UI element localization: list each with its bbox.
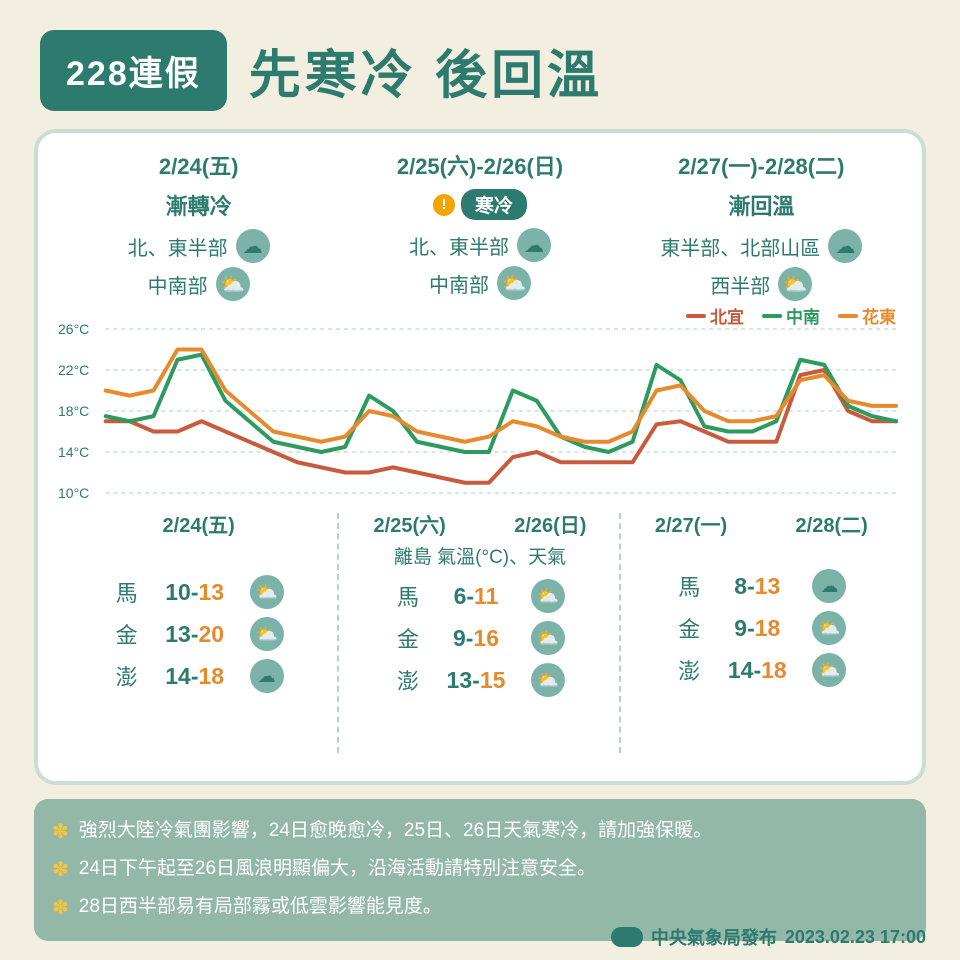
y-axis-tick: 10°C bbox=[58, 485, 89, 501]
weather-icon: ⛅ bbox=[812, 653, 846, 687]
forecast-columns: 2/24(五)漸轉冷北、東半部☁中南部⛅2/25(六)-2/26(日)!寒冷北、… bbox=[58, 149, 902, 305]
weather-icon: ☁ bbox=[517, 228, 551, 262]
region-row: 東半部、北部山區☁ bbox=[621, 229, 902, 263]
island-row: 澎14-18☁ bbox=[58, 659, 339, 693]
region-row: 中南部⛅ bbox=[339, 266, 620, 300]
main-title: 先寒冷 後回溫 bbox=[249, 33, 603, 108]
weather-icon: ☁ bbox=[236, 229, 270, 263]
warn-icon: ! bbox=[433, 194, 455, 216]
region-row: 中南部⛅ bbox=[58, 267, 339, 301]
weather-icon: ⛅ bbox=[531, 663, 565, 697]
weather-icon: ⛅ bbox=[812, 611, 846, 645]
weather-icon: ☁ bbox=[828, 229, 862, 263]
bullet-icon: ✽ bbox=[52, 889, 69, 927]
bullet-icon: ✽ bbox=[52, 813, 69, 851]
temperature-chart: 10°C14°C18°C22°C26°C bbox=[58, 325, 902, 497]
publisher: 中央氣象局發布 bbox=[651, 924, 777, 950]
footer: 中央氣象局發布 2023.02.23 17:00 bbox=[611, 924, 926, 950]
holiday-badge: 228連假 bbox=[40, 30, 227, 111]
island-row: 馬8-13☁ bbox=[621, 569, 902, 603]
note-row: ✽28日西半部易有局部霧或低雲影響能見度。 bbox=[52, 889, 908, 927]
weather-icon: ⛅ bbox=[531, 621, 565, 655]
weather-icon: ⛅ bbox=[250, 575, 284, 609]
cwb-logo-icon bbox=[611, 927, 643, 947]
island-date-range: 2/27(一)2/28(二) bbox=[621, 509, 902, 538]
region-row: 西半部⛅ bbox=[621, 267, 902, 301]
island-date-range: 2/25(六)2/26(日) bbox=[339, 509, 620, 538]
weather-notes: ✽強烈大陸冷氣團影響，24日愈晚愈冷，25日、26日天氣寒冷，請加強保暖。✽24… bbox=[34, 799, 926, 941]
header: 228連假 先寒冷 後回溫 bbox=[0, 0, 960, 129]
weather-icon: ☁ bbox=[812, 569, 846, 603]
region-row: 北、東半部☁ bbox=[339, 228, 620, 262]
condition: 漸轉冷 bbox=[166, 189, 232, 221]
forecast-panel: 2/24(五)漸轉冷北、東半部☁中南部⛅2/25(六)-2/26(日)!寒冷北、… bbox=[34, 129, 926, 785]
y-axis-tick: 26°C bbox=[58, 321, 89, 337]
note-row: ✽強烈大陸冷氣團影響，24日愈晚愈冷，25日、26日天氣寒冷，請加強保暖。 bbox=[52, 813, 908, 851]
weather-icon: ⛅ bbox=[497, 266, 531, 300]
weather-icon: ⛅ bbox=[250, 617, 284, 651]
region-row: 北、東半部☁ bbox=[58, 229, 339, 263]
island-section-title: 離島 氣溫(°C)、天氣 bbox=[339, 542, 620, 569]
weather-icon: ⛅ bbox=[531, 579, 565, 613]
island-row: 馬6-11⛅ bbox=[339, 579, 620, 613]
forecast-date: 2/25(六)-2/26(日) bbox=[339, 149, 620, 181]
y-axis-tick: 22°C bbox=[58, 362, 89, 378]
weather-icon: ⛅ bbox=[216, 267, 250, 301]
island-row: 澎14-18⛅ bbox=[621, 653, 902, 687]
y-axis-tick: 14°C bbox=[58, 444, 89, 460]
note-row: ✽24日下午起至26日風浪明顯偏大，沿海活動請特別注意安全。 bbox=[52, 851, 908, 889]
island-row: 金9-16⛅ bbox=[339, 621, 620, 655]
island-row: 澎13-15⛅ bbox=[339, 663, 620, 697]
weather-icon: ⛅ bbox=[778, 267, 812, 301]
bullet-icon: ✽ bbox=[52, 851, 69, 889]
forecast-date: 2/24(五) bbox=[58, 149, 339, 181]
y-axis-tick: 18°C bbox=[58, 403, 89, 419]
island-row: 金9-18⛅ bbox=[621, 611, 902, 645]
condition-warn: !寒冷 bbox=[433, 189, 527, 220]
condition: 漸回溫 bbox=[728, 189, 794, 221]
weather-icon: ☁ bbox=[250, 659, 284, 693]
forecast-date: 2/27(一)-2/28(二) bbox=[621, 149, 902, 181]
publish-time: 2023.02.23 17:00 bbox=[785, 927, 926, 948]
island-row: 馬10-13⛅ bbox=[58, 575, 339, 609]
island-date: 2/24(五) bbox=[58, 509, 339, 538]
island-row: 金13-20⛅ bbox=[58, 617, 339, 651]
island-forecast: 2/24(五) 馬10-13⛅ 金13-20⛅ 澎14-18☁ 2/25(六)2/26(… bbox=[58, 509, 902, 767]
